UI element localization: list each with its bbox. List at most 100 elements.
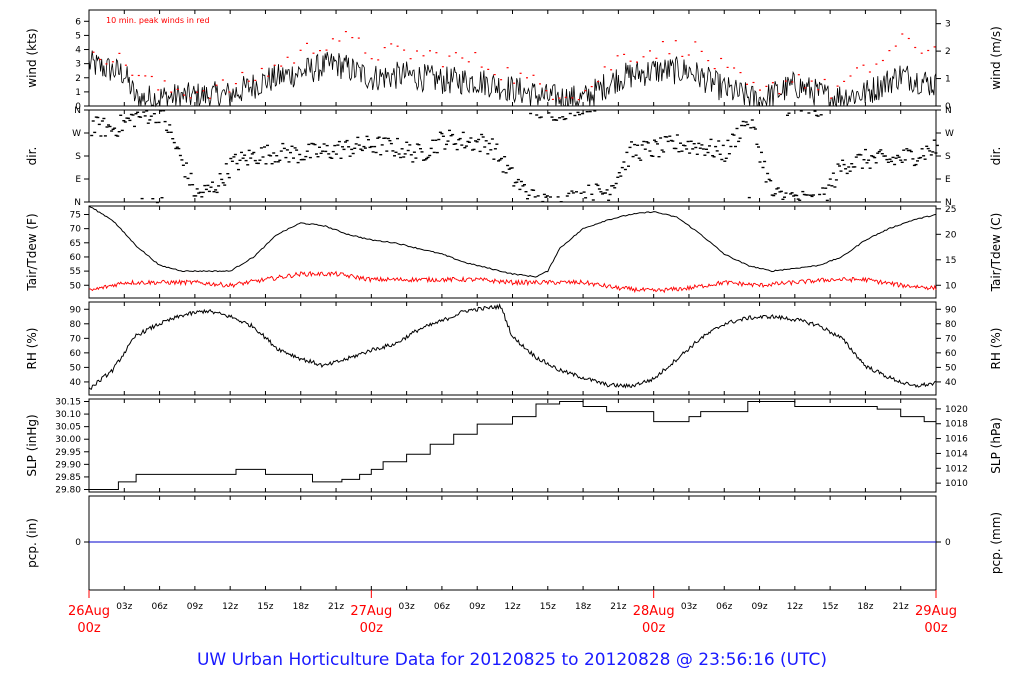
peak-wind-point	[351, 37, 354, 39]
wind-direction-point	[630, 141, 633, 143]
wind-direction-point	[903, 159, 907, 161]
wind-direction-point	[675, 134, 679, 136]
wind-direction-point	[134, 113, 138, 115]
wind-direction-point	[145, 110, 149, 112]
wind-direction-point	[550, 116, 554, 118]
wind-direction-point	[833, 186, 837, 188]
wind-direction-point	[498, 159, 502, 161]
peak-wind-point	[118, 52, 121, 54]
wind-direction-point	[105, 126, 109, 128]
wind-direction-point	[412, 151, 416, 153]
wind-direction-point	[117, 131, 121, 133]
wind-direction-point	[503, 156, 507, 158]
wind-direction-point	[802, 193, 806, 196]
rh-left-tick-label: 60	[70, 349, 82, 359]
wind-direction-point	[666, 140, 670, 143]
wind-direction-point	[500, 157, 503, 160]
wind-direction-point	[493, 148, 497, 150]
wind-direction-point	[290, 145, 294, 147]
rh-left-tick-label: 90	[70, 305, 82, 315]
wind-direction-point	[204, 188, 208, 191]
wind-direction-point	[732, 134, 736, 136]
wind-direction-point	[627, 165, 630, 167]
wind-direction-point	[383, 137, 387, 139]
wind-direction-point	[111, 128, 115, 130]
peak-wind-point	[241, 71, 244, 74]
peak-wind-point	[720, 57, 723, 60]
panel-frame-2	[88, 109, 937, 203]
wind-direction-point	[643, 148, 647, 150]
wind-direction-point	[847, 166, 851, 168]
wind-kts-tick-label: 5	[75, 31, 81, 41]
peak-wind-point	[674, 40, 677, 42]
peak-wind-point	[403, 49, 406, 51]
wind-direction-point	[536, 195, 540, 197]
wind-direction-point	[438, 131, 442, 133]
wind-direction-point	[201, 191, 205, 194]
wind-direction-point	[252, 151, 256, 154]
wind-direction-point	[617, 172, 621, 174]
wind-direction-point	[214, 189, 218, 191]
wind-direction-point	[828, 178, 832, 180]
wind-kts-tick-label: 6	[75, 17, 81, 27]
wind-direction-point	[783, 196, 786, 198]
peak-wind-point	[228, 91, 231, 93]
wind-direction-point	[166, 131, 170, 133]
wind-direction-point	[367, 139, 370, 141]
wind-direction-point	[325, 144, 329, 147]
wind-direction-point	[776, 187, 780, 189]
wind-direction-point	[162, 110, 166, 112]
wind-direction-point	[224, 163, 228, 165]
wind-direction-point	[308, 156, 312, 159]
x-major-time-label: 00z	[77, 621, 101, 636]
rh-left-tick-label: 50	[70, 363, 82, 373]
wind-direction-point	[359, 148, 363, 150]
wind-direction-point	[406, 149, 410, 152]
wind-direction-point	[481, 136, 485, 138]
dir-tick-label-right: S	[945, 152, 951, 162]
wind-direction-point	[891, 156, 895, 159]
wind-direction-point	[191, 184, 195, 186]
wind-direction-point	[657, 156, 661, 158]
wind-direction-point	[853, 166, 857, 168]
wind-direction-point	[934, 152, 938, 154]
wind-direction-point	[318, 146, 321, 148]
peak-wind-point	[681, 55, 684, 57]
wind-direction-point	[423, 159, 427, 161]
wind-kts-tick-label: 3	[75, 60, 81, 70]
wind-direction-point	[512, 185, 516, 187]
wind-direction-point	[474, 140, 477, 142]
wind-direction-point	[177, 147, 181, 150]
x-major-time-label: 00z	[642, 621, 666, 636]
wind-direction-point	[628, 146, 632, 149]
wind-direction-point	[786, 114, 789, 116]
wind-direction-point	[781, 198, 785, 200]
x-major-day-label: 27Aug	[350, 604, 392, 619]
wind-direction-point	[527, 194, 531, 196]
wind-direction-point	[838, 165, 841, 167]
wind-direction-point	[827, 184, 831, 186]
wind-direction-point	[911, 158, 915, 160]
wind-direction-point	[435, 151, 439, 154]
wind-direction-point	[336, 144, 340, 146]
wind-direction-point	[680, 150, 684, 152]
peak-wind-point	[590, 86, 593, 88]
peak-wind-point	[500, 79, 503, 81]
wind-direction-point	[100, 120, 104, 122]
peak-wind-point	[700, 50, 703, 52]
wind-direction-point	[801, 190, 805, 193]
wind-direction-point	[877, 150, 881, 153]
wind-direction-point	[425, 157, 429, 160]
peak-wind-point	[914, 46, 917, 49]
wind-direction-point	[321, 150, 325, 152]
peak-wind-point	[817, 89, 820, 91]
temp-f-tick-label: 55	[70, 267, 81, 277]
wind-direction-point	[883, 155, 887, 157]
wind-direction-point	[497, 160, 500, 162]
wind-direction-point	[266, 144, 269, 147]
wind-direction-point	[931, 151, 935, 153]
wind-direction-point	[885, 158, 889, 161]
wind-direction-point	[900, 161, 904, 163]
wind-direction-point	[123, 121, 127, 123]
wind-direction-point	[379, 154, 383, 156]
